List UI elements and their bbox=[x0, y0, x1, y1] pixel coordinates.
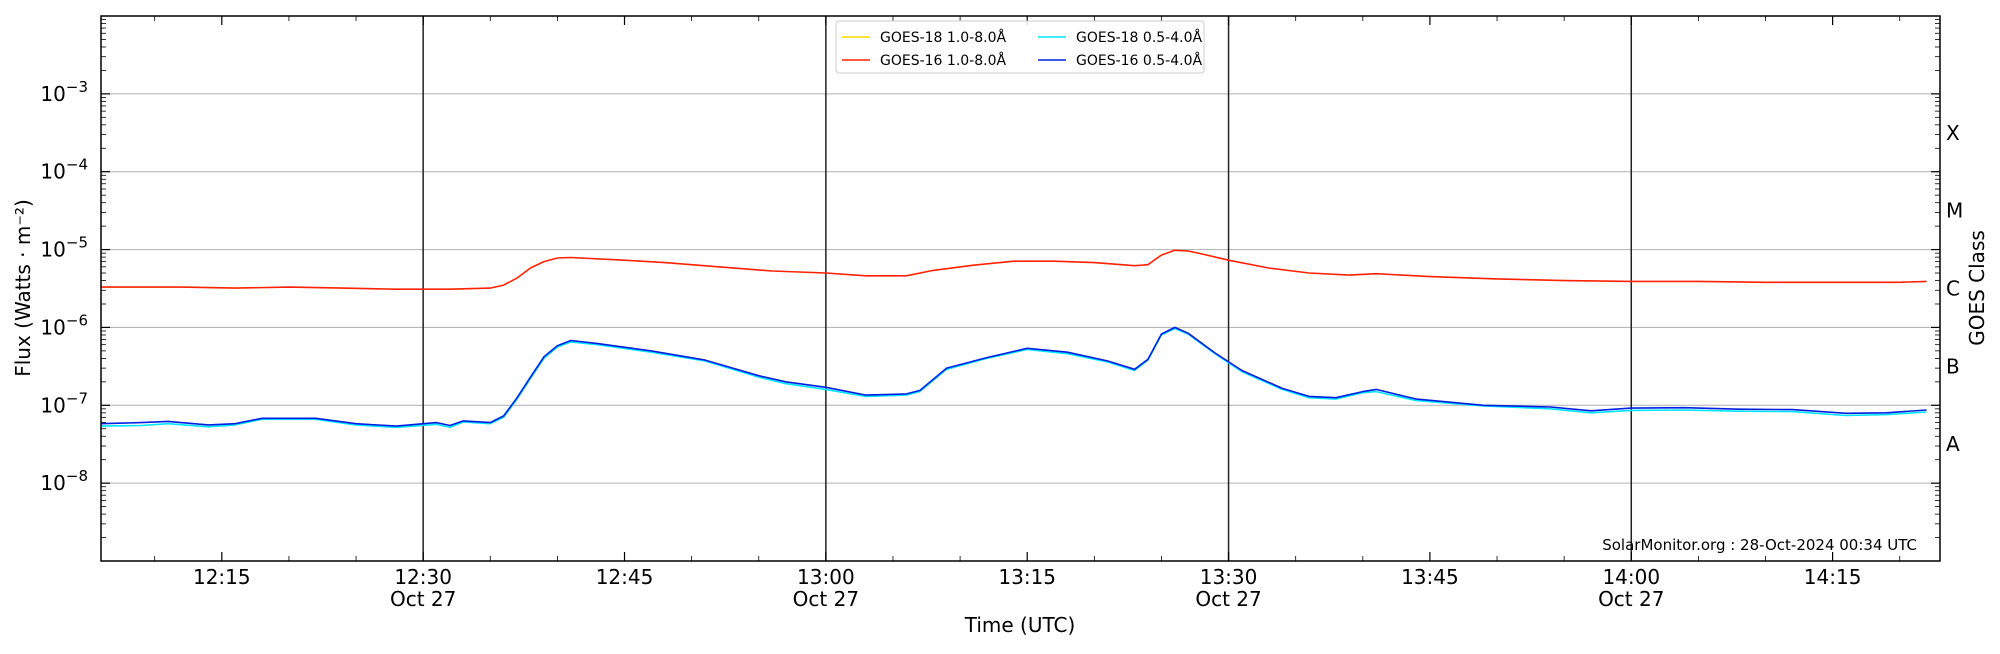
x-tick-date-label: Oct 27 bbox=[1598, 587, 1664, 611]
series-line bbox=[100, 326, 1927, 427]
vertical-time-markers bbox=[422, 16, 1633, 561]
legend: GOES-18 1.0-8.0Å GOES-18 0.5-4.0Å GOES-16 … bbox=[835, 20, 1205, 74]
x-tick-date-label: Oct 27 bbox=[1195, 587, 1261, 611]
goes-class-labels: X M C B A bbox=[1946, 121, 1963, 456]
x-tick-label: 12:45 bbox=[596, 565, 654, 589]
goes-class-label: C bbox=[1946, 277, 1960, 301]
y-tick-label: 10−4 bbox=[40, 156, 88, 184]
y-tick-label: 10−6 bbox=[40, 311, 88, 339]
x-tick-label: 12:30 bbox=[394, 565, 452, 589]
goes-class-label: B bbox=[1946, 354, 1960, 378]
watermark-text: SolarMonitor.org : 28-Oct-2024 00:34 UTC bbox=[1602, 536, 1917, 554]
right-axis-title: GOES Class bbox=[1965, 230, 1989, 346]
series-line bbox=[100, 327, 1927, 429]
goes-class-label: X bbox=[1946, 121, 1960, 145]
y-tick-label: 10−3 bbox=[40, 78, 88, 106]
legend-box bbox=[835, 20, 1205, 74]
x-tick-label: 13:00 bbox=[797, 565, 855, 589]
y-tick-label: 10−8 bbox=[40, 467, 88, 495]
x-tick-label: 14:15 bbox=[1804, 565, 1862, 589]
x-axis-title: Time (UTC) bbox=[964, 613, 1076, 637]
series-line bbox=[101, 249, 1927, 291]
x-tick-label: 13:45 bbox=[1401, 565, 1459, 589]
legend-label: GOES-18 0.5-4.0Å bbox=[1076, 29, 1202, 46]
x-tick-label: 13:30 bbox=[1200, 565, 1258, 589]
legend-label: GOES-16 0.5-4.0Å bbox=[1076, 52, 1202, 69]
plot-frame bbox=[100, 15, 1941, 562]
series-layer bbox=[100, 249, 1927, 429]
x-tick-label: 13:15 bbox=[998, 565, 1056, 589]
x-tick-date-label: Oct 27 bbox=[793, 587, 859, 611]
goes-class-label: M bbox=[1946, 199, 1963, 223]
grid-layer bbox=[101, 93, 1940, 484]
legend-label: GOES-18 1.0-8.0Å bbox=[880, 29, 1006, 46]
y-tick-label: 10−7 bbox=[40, 389, 88, 417]
y-axis-title: Flux (Watts · m⁻²) bbox=[11, 199, 35, 377]
x-tick-label: 12:15 bbox=[193, 565, 251, 589]
legend-label: GOES-16 1.0-8.0Å bbox=[880, 52, 1006, 69]
y-tick-label: 10−5 bbox=[40, 234, 88, 262]
x-tick-date-label: Oct 27 bbox=[390, 587, 456, 611]
goes-class-label: A bbox=[1946, 432, 1960, 456]
x-tick-label: 14:00 bbox=[1602, 565, 1660, 589]
